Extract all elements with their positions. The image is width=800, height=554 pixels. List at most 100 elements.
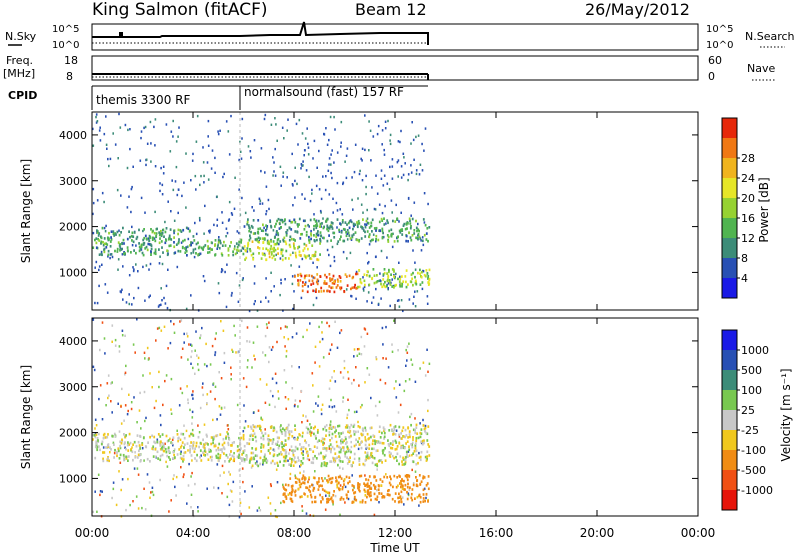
range-cell	[299, 485, 302, 489]
range-cell	[405, 442, 407, 445]
range-cell	[394, 448, 397, 451]
range-cell	[345, 441, 348, 444]
range-cell	[134, 456, 137, 459]
scatter-echo	[99, 139, 102, 142]
range-cell	[348, 426, 351, 429]
scatter-echo	[291, 365, 293, 368]
scatter-echo	[202, 393, 204, 397]
scatter-echo	[347, 398, 349, 401]
range-cell	[253, 457, 256, 461]
range-cell	[290, 464, 292, 467]
scatter-echo	[428, 362, 431, 365]
scatter-echo	[137, 270, 139, 273]
range-cell	[298, 478, 301, 482]
scatter-echo	[247, 359, 249, 362]
scatter-echo	[107, 255, 109, 258]
range-cell	[207, 443, 209, 446]
scatter-echo	[408, 378, 411, 381]
range-cell	[314, 425, 316, 429]
range-cell	[326, 217, 329, 221]
range-cell	[412, 271, 414, 275]
range-cell	[427, 475, 430, 478]
range-cell	[259, 227, 262, 230]
range-cell	[416, 495, 419, 499]
range-cell	[411, 217, 414, 221]
scatter-echo	[302, 160, 304, 163]
range-cell	[407, 426, 410, 430]
range-cell	[315, 457, 318, 460]
range-cell	[283, 487, 285, 490]
scatter-echo	[230, 366, 232, 369]
range-cell	[388, 481, 391, 485]
scatter-echo	[130, 210, 132, 214]
range-cell	[153, 435, 156, 439]
scatter-echo	[378, 501, 380, 504]
range-cell	[299, 495, 302, 499]
range-cell	[198, 445, 200, 449]
range-cell	[250, 427, 253, 430]
scatter-echo	[287, 459, 289, 462]
scatter-echo	[273, 161, 275, 164]
range-cell	[336, 456, 339, 459]
range-cell	[309, 218, 312, 222]
scatter-echo	[330, 153, 332, 156]
scatter-echo	[268, 360, 270, 364]
range-cell	[268, 255, 271, 259]
scatter-echo	[311, 372, 314, 375]
range-cell	[125, 434, 127, 437]
scatter-echo	[427, 398, 429, 402]
range-cell	[274, 442, 277, 446]
scatter-echo	[366, 300, 368, 303]
range-cell	[319, 253, 321, 256]
scatter-echo	[367, 291, 370, 294]
range-cell	[302, 481, 304, 484]
range-cell	[375, 440, 378, 443]
range-cell	[269, 247, 272, 251]
scatter-echo	[199, 406, 202, 410]
scatter-echo	[195, 140, 198, 143]
range-cell	[339, 222, 341, 225]
range-cell	[290, 430, 293, 433]
scatter-echo	[92, 212, 94, 216]
scatter-echo	[333, 115, 335, 119]
scatter-echo	[414, 305, 417, 308]
range-cell	[130, 234, 133, 238]
scatter-echo	[224, 270, 226, 274]
range-cell	[358, 269, 360, 272]
range-cell	[121, 247, 123, 251]
range-cell	[275, 222, 277, 226]
range-cell	[287, 483, 290, 487]
scatter-echo	[216, 224, 218, 227]
scatter-echo	[99, 126, 101, 129]
scatter-echo	[366, 208, 368, 212]
range-cell	[321, 488, 324, 491]
scatter-echo	[143, 126, 145, 130]
range-cell	[230, 457, 232, 461]
range-cell	[291, 220, 294, 224]
scatter-echo	[308, 254, 310, 257]
range-cell	[312, 289, 315, 293]
scatter-echo	[387, 366, 390, 369]
range-cell	[119, 453, 122, 457]
range-cell	[243, 245, 246, 248]
scatter-echo	[140, 136, 142, 140]
colorbar-segment	[722, 138, 737, 158]
range-cell	[290, 497, 293, 501]
range-cell	[371, 230, 373, 233]
range-cell	[120, 441, 123, 445]
scatter-echo	[186, 332, 188, 335]
scatter-echo	[96, 301, 99, 305]
scatter-echo	[399, 275, 401, 278]
range-cell	[190, 243, 192, 247]
scatter-echo	[202, 275, 205, 278]
scatter-echo	[191, 393, 193, 397]
range-cell	[384, 459, 387, 462]
range-cell	[215, 456, 218, 459]
scatter-echo	[366, 332, 369, 335]
scatter-echo	[161, 183, 164, 187]
range-cell	[338, 487, 340, 490]
scatter-echo	[92, 510, 94, 514]
scatter-echo	[309, 322, 311, 325]
range-cell	[243, 444, 246, 448]
range-cell	[189, 450, 191, 454]
